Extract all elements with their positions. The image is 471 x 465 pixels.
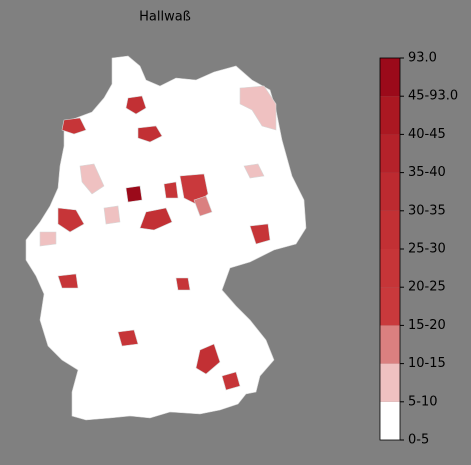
map-title: Hallwaß [139,10,191,25]
region [195,343,221,375]
region [117,329,139,347]
colorbar-label: 30-35 [408,203,446,218]
region [163,181,179,199]
colorbar-segment [380,134,400,173]
region [243,163,265,179]
colorbar-label: 5-10 [408,394,438,409]
region [139,207,173,231]
colorbar-label: 10-15 [408,356,446,371]
region [239,85,277,131]
colorbar-label: 25-30 [408,242,446,257]
colorbar-segment [380,249,400,288]
region [221,371,241,391]
colorbar-label: 35-40 [408,165,446,180]
region [57,207,85,233]
region [125,185,143,203]
country-outline [25,55,307,421]
region [125,95,147,115]
germany-map [25,55,307,421]
region [175,277,191,291]
colorbar-frame [379,57,401,441]
colorbar-segment [380,96,400,135]
colorbar-segment [380,172,400,211]
colorbar-segment [380,401,400,440]
region [39,231,57,247]
colorbar-segment [380,325,400,364]
region [137,125,163,143]
colorbar-label: 20-25 [408,280,446,295]
region [193,195,213,217]
colorbar-segment [380,363,400,402]
colorbar-label: 45-93.0 [408,89,458,104]
region [61,117,87,135]
colorbar: 0-5 5-10 10-15 15-20 20-25 25-30 30-35 35-40 40-… [380,51,458,448]
colorbar-segment [380,210,400,249]
colorbar-label: 40-45 [408,127,446,142]
region [249,223,271,245]
region [103,205,121,225]
region [57,273,79,289]
colorbar-label: 93.0 [408,51,437,66]
colorbar-label: 15-20 [408,318,446,333]
region [79,163,105,195]
colorbar-segment [380,287,400,326]
colorbar-label: 0-5 [408,433,429,448]
colorbar-segment [380,58,400,97]
